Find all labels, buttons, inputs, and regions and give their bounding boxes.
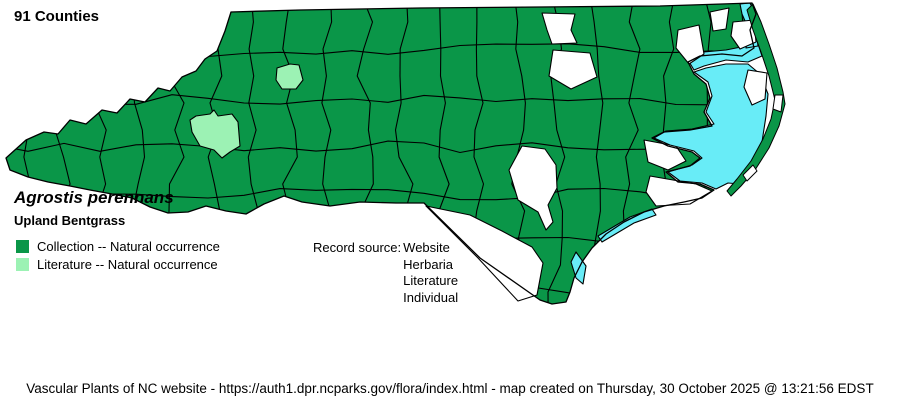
footer-text: Vascular Plants of NC website - https://… bbox=[26, 381, 874, 396]
record-source-label: Record source: bbox=[313, 240, 402, 255]
collection-color-swatch bbox=[16, 239, 29, 253]
record-source-value: Individual bbox=[403, 289, 459, 305]
legend-row-literature: Literature -- Natural occurrence bbox=[16, 256, 220, 272]
nc-county-map bbox=[5, 2, 786, 305]
map-legend: Collection -- Natural occurrence Literat… bbox=[16, 239, 220, 275]
species-scientific-name: Agrostis perennans bbox=[14, 188, 174, 207]
record-source-value: Literature bbox=[403, 273, 459, 288]
page-title: 91 Counties bbox=[14, 8, 100, 25]
legend-row-collection: Collection -- Natural occurrence bbox=[16, 238, 220, 254]
species-block: Agrostis perennans Upland Bentgrass bbox=[14, 188, 174, 228]
species-common-name: Upland Bentgrass bbox=[14, 213, 126, 228]
record-source-block: Record source: Website Herbaria Literatu… bbox=[313, 240, 458, 306]
legend-label-collection: Collection -- Natural occurrence bbox=[37, 238, 220, 254]
record-source-value: Herbaria bbox=[403, 256, 454, 272]
literature-color-swatch bbox=[16, 257, 29, 271]
legend-label-literature: Literature -- Natural occurrence bbox=[37, 256, 218, 272]
record-source-value: Website bbox=[403, 240, 450, 255]
record-source-values: Website Herbaria Literature Individual bbox=[403, 240, 458, 306]
